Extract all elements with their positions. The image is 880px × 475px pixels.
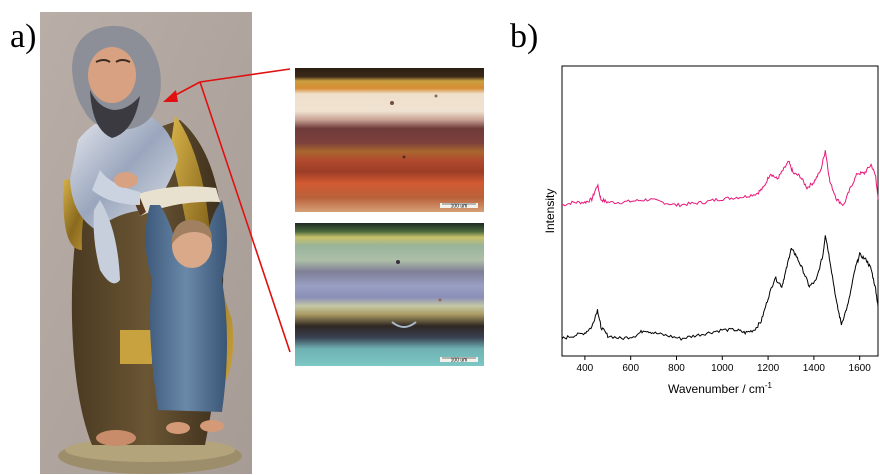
x-axis: 400 600 800 1000 1200 1400 1600	[577, 356, 872, 374]
x-tick-label: 1600	[849, 363, 872, 374]
x-tick-label: 1000	[711, 363, 734, 374]
x-tick-label: 600	[622, 363, 639, 374]
spectrum-line-top	[561, 150, 879, 208]
x-tick-label: 1200	[757, 363, 780, 374]
micrograph-uv-light: 100 um	[295, 223, 484, 366]
x-axis-label: Wavenumber / cm-1	[668, 381, 773, 396]
spectrum-line-bottom	[561, 235, 879, 341]
scale-bar-bottom	[440, 357, 478, 362]
raman-spectra-chart: 400 600 800 1000 1200 1400 1600 Intensity Wave…	[543, 65, 879, 396]
scale-label-top: 100 um	[451, 204, 468, 210]
micrograph-visible-light: 100 um	[295, 68, 484, 212]
scale-bar-top	[440, 203, 478, 208]
panel-label-a: a)	[10, 18, 37, 55]
series-layer	[561, 150, 879, 341]
x-tick-label: 800	[668, 363, 685, 374]
scale-label-bottom: 100 um	[451, 358, 468, 364]
pointer-arrowhead	[163, 90, 178, 102]
panel-label-b: b)	[510, 18, 539, 55]
y-axis-label: Intensity	[543, 189, 557, 234]
sample-pointer	[163, 68, 291, 353]
statue-photo	[40, 12, 252, 474]
x-tick-label: 1400	[803, 363, 826, 374]
x-axis-label-superscript: -1	[765, 381, 773, 390]
x-tick-label: 400	[577, 363, 594, 374]
plot-frame	[561, 65, 879, 357]
